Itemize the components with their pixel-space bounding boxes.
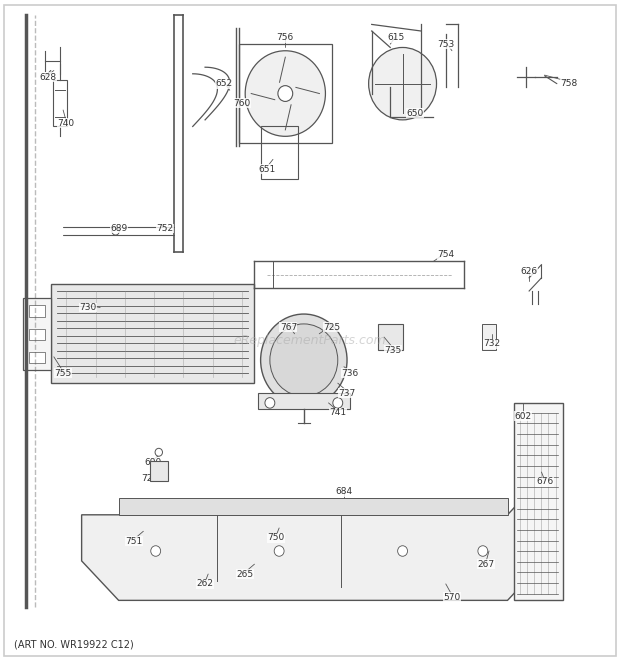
Bar <box>23 297 51 370</box>
Text: 754: 754 <box>437 251 454 259</box>
Text: 741: 741 <box>329 408 347 417</box>
Text: 753: 753 <box>437 40 454 49</box>
Text: 756: 756 <box>277 33 294 42</box>
Text: 570: 570 <box>443 592 461 602</box>
Text: 767: 767 <box>280 323 297 332</box>
Text: 602: 602 <box>515 412 531 420</box>
Circle shape <box>397 546 407 557</box>
Text: 729: 729 <box>141 474 158 483</box>
Circle shape <box>270 324 338 397</box>
Circle shape <box>151 546 161 557</box>
Bar <box>239 44 332 143</box>
Bar <box>53 81 68 126</box>
Circle shape <box>333 398 343 408</box>
Text: 755: 755 <box>55 369 72 378</box>
Bar <box>514 403 563 600</box>
Circle shape <box>112 227 119 235</box>
Text: 652: 652 <box>215 79 232 88</box>
Text: 628: 628 <box>39 73 56 81</box>
Text: 760: 760 <box>234 99 250 108</box>
Bar <box>260 126 298 179</box>
Circle shape <box>478 546 488 557</box>
Text: 750: 750 <box>267 533 285 542</box>
Text: 267: 267 <box>477 560 495 568</box>
Text: 751: 751 <box>125 537 143 545</box>
Text: 752: 752 <box>156 224 174 233</box>
Polygon shape <box>118 498 508 515</box>
Circle shape <box>155 448 162 456</box>
Polygon shape <box>82 475 544 600</box>
Circle shape <box>278 86 293 101</box>
Text: 651: 651 <box>258 165 275 174</box>
Circle shape <box>245 51 326 136</box>
Bar <box>29 305 45 317</box>
Bar <box>51 284 254 383</box>
Text: 626: 626 <box>521 267 538 276</box>
Bar <box>29 329 45 340</box>
Text: 732: 732 <box>484 339 500 348</box>
Text: 689: 689 <box>110 224 127 233</box>
Text: 735: 735 <box>384 346 402 355</box>
Circle shape <box>369 48 436 120</box>
Text: (ART NO. WR19922 C12): (ART NO. WR19922 C12) <box>14 640 133 650</box>
Bar <box>257 393 350 409</box>
Text: 676: 676 <box>536 477 553 486</box>
Text: 737: 737 <box>339 389 356 397</box>
Circle shape <box>265 398 275 408</box>
Text: 262: 262 <box>197 580 213 588</box>
Text: 690: 690 <box>144 457 161 467</box>
Text: 730: 730 <box>79 303 97 312</box>
Circle shape <box>274 546 284 557</box>
Text: 265: 265 <box>237 570 254 578</box>
Text: 736: 736 <box>342 369 359 378</box>
Bar <box>378 324 402 350</box>
Bar <box>29 352 45 364</box>
Text: 725: 725 <box>323 323 340 332</box>
Text: 740: 740 <box>58 119 75 128</box>
Text: 650: 650 <box>406 109 423 118</box>
Text: 615: 615 <box>388 33 405 42</box>
Text: 684: 684 <box>335 487 353 496</box>
Circle shape <box>260 314 347 407</box>
Text: 758: 758 <box>560 79 578 88</box>
Text: eReplacementParts.com: eReplacementParts.com <box>234 334 386 347</box>
Bar <box>149 461 168 481</box>
Bar <box>482 324 497 350</box>
